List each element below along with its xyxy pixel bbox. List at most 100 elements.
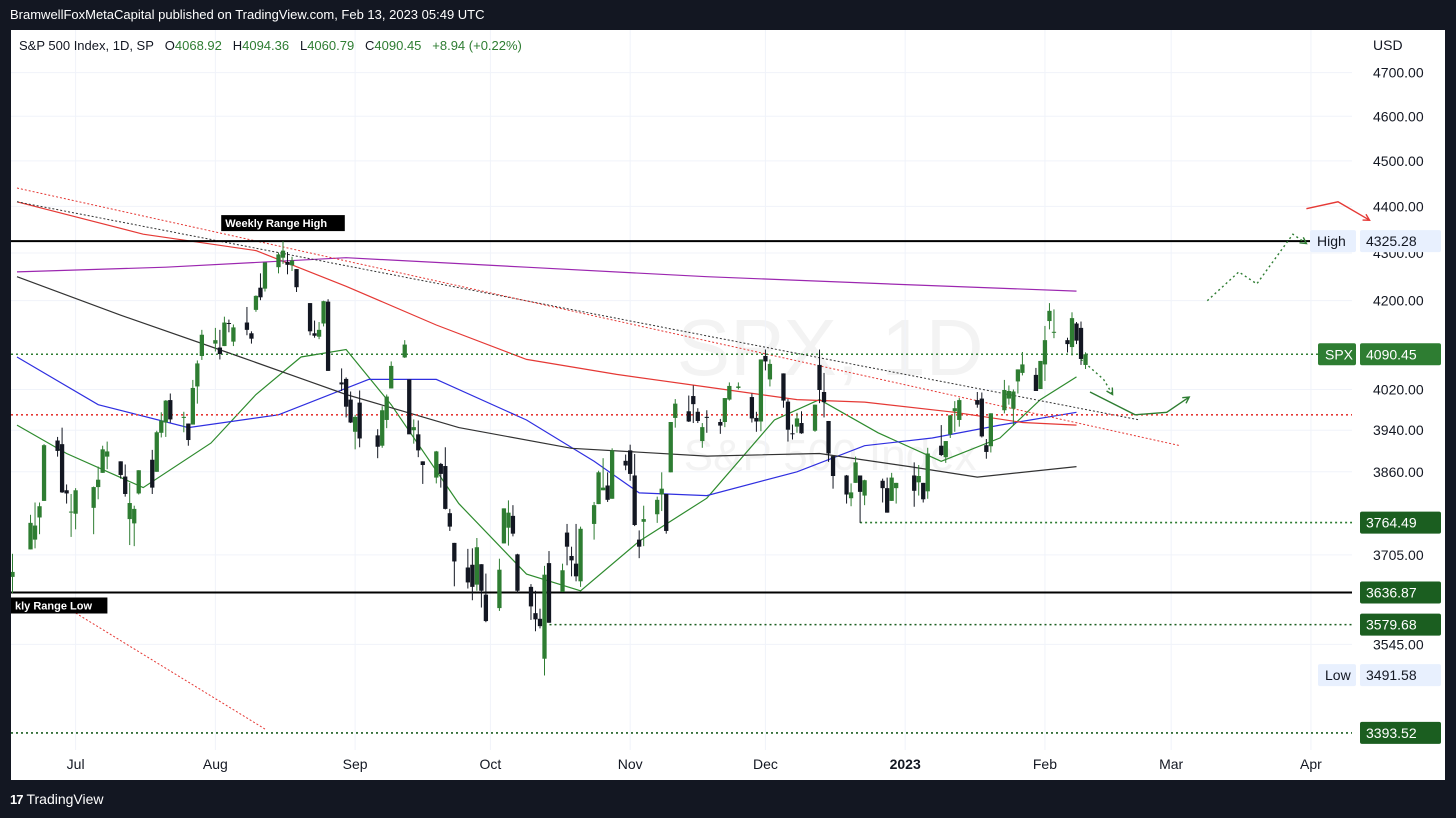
tradingview-brand[interactable]: 17 TradingView [10, 791, 104, 807]
low-value: 4060.79 [307, 38, 355, 53]
candle-body [289, 260, 295, 266]
trendline [61, 604, 266, 730]
candle-body [542, 574, 547, 659]
candle-body [68, 511, 74, 513]
publisher-bar: BramwellFoxMetaCapital published on Trad… [0, 0, 1456, 30]
currency-label: USD [1373, 37, 1403, 53]
y-tick-label: 4400.00 [1373, 198, 1424, 214]
candle-body [199, 334, 204, 356]
candle-body [925, 453, 930, 492]
change-value: +8.94 (+0.22%) [432, 38, 522, 53]
candle-body [28, 522, 33, 550]
candle-body [163, 400, 168, 423]
close-label: C [365, 38, 375, 53]
open-label: O [164, 38, 175, 53]
moving-average-ma-200 [16, 257, 1077, 292]
moving-average-ma-150 [16, 276, 1077, 478]
candle-body [181, 416, 186, 418]
price-scale-value: 3636.87 [1366, 585, 1417, 601]
candle-body [258, 287, 263, 298]
price-scale-box [1360, 230, 1441, 253]
close-value: 4090.45 [374, 38, 422, 53]
x-tick-label: Mar [1159, 756, 1183, 772]
candle-body [262, 262, 268, 289]
candle-body [727, 385, 732, 400]
candle-body [844, 475, 849, 495]
candle-body [91, 487, 96, 508]
candle-body [988, 413, 993, 447]
price-scale-value: 3491.58 [1366, 667, 1417, 683]
candle-body [136, 470, 141, 494]
candle-body [569, 555, 574, 561]
candle-body [186, 423, 191, 441]
annotation-box [221, 215, 345, 232]
trendline [16, 187, 1181, 447]
candle-body [700, 427, 705, 442]
y-tick-label: 3860.00 [1373, 464, 1424, 480]
candle-body [217, 347, 223, 354]
candle-body [1038, 360, 1043, 389]
y-tick-label: 3545.00 [1373, 636, 1424, 652]
candle-body [1069, 318, 1075, 348]
price-scale-box [1360, 511, 1441, 534]
candle-body [695, 411, 700, 421]
candle-body [781, 373, 786, 401]
candle-body [952, 408, 957, 412]
candle-body [339, 382, 344, 385]
candle-body [11, 571, 15, 577]
candle-body [1078, 327, 1084, 359]
candle-body [894, 482, 899, 489]
tradingview-name: TradingView [26, 791, 104, 807]
candle-body [979, 398, 984, 437]
candle-body [123, 476, 128, 494]
price-scale-box [1360, 343, 1441, 366]
price-tag-label: SPX [1325, 346, 1354, 362]
x-tick-label: Dec [753, 756, 778, 772]
x-tick-label: Sep [343, 756, 368, 772]
candle-body [64, 490, 69, 494]
candle-body [767, 363, 773, 380]
trendline [16, 201, 1140, 421]
candle-body [763, 355, 768, 362]
y-tick-label: 4200.00 [1373, 293, 1424, 309]
candle-body [537, 618, 543, 627]
annotation-label: kly Range Low [15, 601, 92, 613]
candle-body [190, 387, 195, 425]
projection-path [1306, 201, 1370, 221]
footer-bar: 17 TradingView [0, 780, 1456, 818]
candle-body [416, 434, 421, 451]
candle-body [686, 411, 691, 422]
candle-body [244, 322, 250, 330]
candle-body [799, 423, 804, 434]
price-tag-label: Low [1325, 667, 1352, 683]
high-label: H [232, 38, 243, 53]
candle-body [452, 542, 457, 562]
price-scale-value: 3764.49 [1366, 515, 1417, 531]
chart-panel[interactable]: SPX, 1D S&P 500 Index Jul Aug Sep Oct Nov Dec 20… [11, 30, 1445, 780]
x-tick-label: Nov [618, 756, 643, 772]
candle-body [528, 586, 534, 607]
candle-body [501, 508, 507, 544]
candle-body [73, 490, 78, 514]
candle-body [948, 415, 953, 435]
candle-body [41, 445, 47, 501]
candle-body [1051, 331, 1057, 333]
candle-body [560, 570, 565, 592]
candle-body [564, 532, 570, 547]
candle-body [605, 485, 610, 500]
projection-path [1080, 358, 1114, 395]
candle-body [1002, 389, 1007, 411]
candle-body [637, 539, 642, 547]
candle-body [673, 403, 678, 418]
candle-body [691, 396, 696, 405]
candle-body [105, 451, 110, 457]
candle-body [826, 420, 831, 454]
high-value: 4094.36 [242, 38, 290, 53]
candle-body [226, 323, 232, 325]
candle-body [573, 563, 579, 577]
candle-body [321, 301, 326, 324]
candle-body [1033, 374, 1039, 391]
candle-body [37, 506, 42, 518]
y-tick-label: 4020.00 [1373, 381, 1424, 397]
